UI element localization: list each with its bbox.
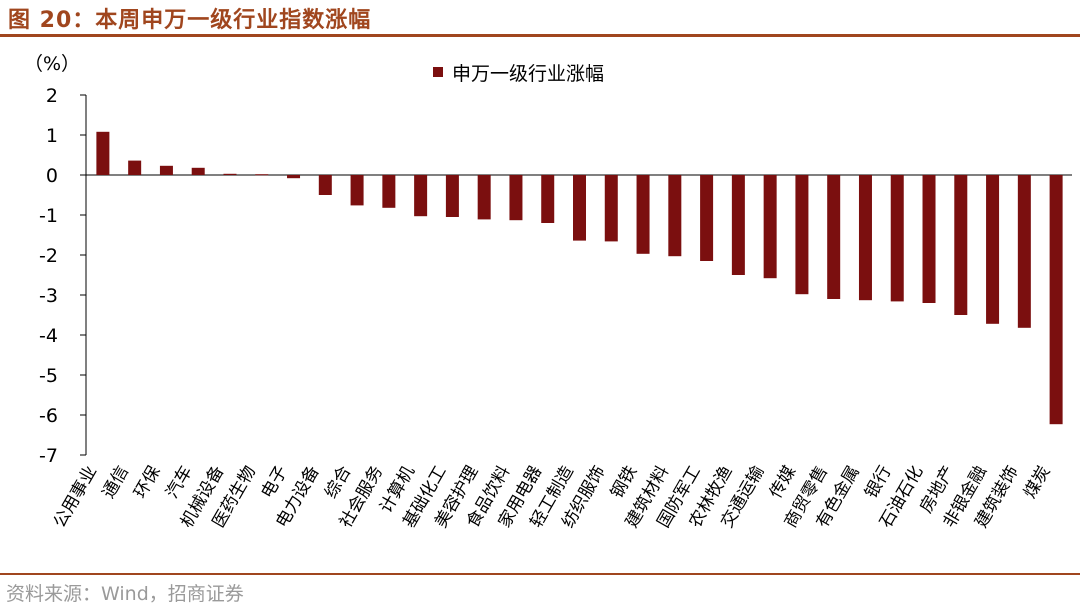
legend-label: 申万一级行业涨幅 bbox=[452, 63, 604, 85]
x-axis-labels: 公用事业通信环保汽车机械设备医药生物电子电力设备综合社会服务计算机基础化工美容护… bbox=[50, 462, 1055, 531]
x-tick-label: 通信 bbox=[99, 463, 133, 502]
bar bbox=[795, 175, 809, 295]
bar bbox=[922, 175, 936, 303]
figure-title: 图 20：本周申万一级行业指数涨幅 bbox=[8, 8, 372, 33]
bar bbox=[827, 175, 841, 299]
bar bbox=[287, 175, 301, 179]
bar bbox=[318, 175, 332, 195]
legend: 申万一级行业涨幅 bbox=[433, 63, 604, 85]
bar bbox=[414, 175, 428, 217]
source-note: 资料来源：Wind，招商证券 bbox=[6, 583, 244, 605]
y-tick-label: 2 bbox=[46, 85, 58, 107]
bar bbox=[350, 175, 364, 206]
bar bbox=[509, 175, 523, 221]
bar bbox=[1017, 175, 1031, 328]
bar bbox=[445, 175, 459, 217]
bar bbox=[858, 175, 872, 301]
bar bbox=[96, 131, 110, 175]
bar bbox=[890, 175, 904, 302]
y-tick-label: -6 bbox=[39, 405, 58, 427]
bar bbox=[1049, 175, 1063, 425]
bar bbox=[668, 175, 682, 257]
bar bbox=[541, 175, 555, 223]
bar bbox=[223, 173, 237, 175]
bar bbox=[191, 167, 205, 175]
bar-series bbox=[96, 131, 1063, 425]
x-tick-label: 公用事业 bbox=[50, 463, 101, 532]
y-axis: 2 1 0 -1 -2 -3 -4 -5 -6 -7 bbox=[39, 85, 1072, 467]
y-tick-label: 1 bbox=[46, 125, 58, 147]
bar bbox=[159, 165, 173, 175]
legend-swatch bbox=[433, 67, 443, 77]
bar bbox=[382, 175, 396, 208]
bar bbox=[477, 175, 491, 220]
title-rule bbox=[0, 34, 1080, 37]
bar bbox=[636, 175, 650, 254]
bar bbox=[128, 160, 142, 175]
y-tick-label: -7 bbox=[39, 445, 58, 467]
y-tick-label: -2 bbox=[39, 245, 58, 267]
bar bbox=[573, 175, 586, 241]
bar bbox=[255, 174, 269, 176]
x-tick-label: 煤炭 bbox=[1020, 463, 1054, 502]
source-rule bbox=[0, 573, 1080, 575]
y-tick-label: -5 bbox=[39, 365, 58, 387]
bar bbox=[604, 175, 618, 242]
x-tick-label: 环保 bbox=[130, 463, 164, 502]
bar bbox=[763, 175, 777, 279]
y-tick-label: -4 bbox=[39, 325, 58, 347]
bar bbox=[731, 175, 745, 275]
bar-chart: 2 1 0 -1 -2 -3 -4 -5 -6 -7 公用事业通信环保汽车机械设备医药生物电子电力… bbox=[24, 53, 1072, 531]
y-tick-label: -3 bbox=[39, 285, 58, 307]
y-tick-label: 0 bbox=[46, 165, 58, 187]
y-tick-label: -1 bbox=[39, 205, 58, 227]
bar bbox=[954, 175, 968, 315]
y-axis-unit: （%） bbox=[24, 53, 80, 75]
bar bbox=[700, 175, 714, 261]
bar bbox=[986, 175, 1000, 324]
